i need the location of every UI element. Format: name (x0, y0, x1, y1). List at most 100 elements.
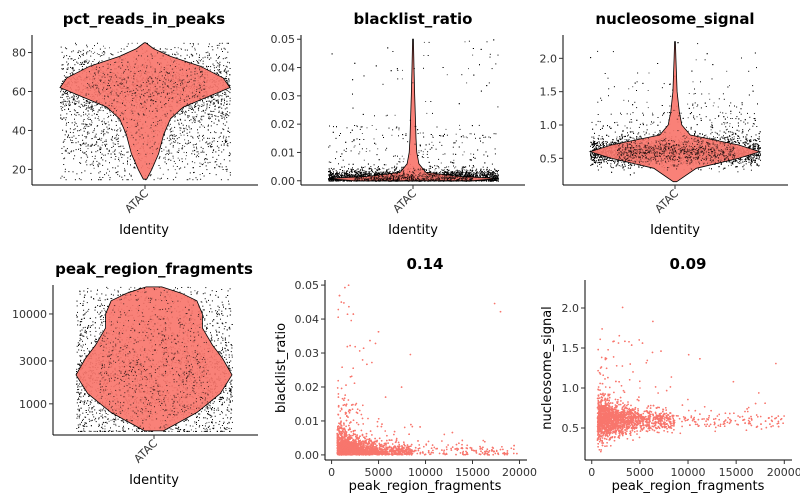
cell-point-overlay (140, 55, 142, 57)
cell-point (471, 167, 473, 169)
cell-point-overlay (201, 59, 202, 61)
cell-point (170, 128, 172, 130)
cell-point (176, 166, 178, 167)
cell-point-overlay (113, 143, 115, 145)
cell-point-overlay (89, 85, 91, 87)
cell-point-overlay (110, 93, 112, 95)
cell-point (91, 151, 92, 153)
cell-point (187, 142, 189, 144)
cell-point-overlay (203, 110, 205, 112)
cell-point (96, 113, 97, 115)
cell-point-overlay (142, 82, 144, 83)
cell-point (186, 152, 187, 154)
cell-point-overlay (174, 169, 176, 171)
cell-point-overlay (172, 165, 174, 167)
cell-point (65, 131, 67, 133)
cell-point (202, 173, 203, 174)
cell-point-overlay (165, 115, 167, 117)
cell-point-overlay (177, 93, 179, 95)
cell-point-overlay (172, 75, 174, 77)
cell-point-overlay (201, 71, 203, 73)
cell-point (70, 66, 71, 68)
cell-point-overlay (127, 87, 129, 89)
cell-point-overlay (146, 65, 148, 67)
cell-point-overlay (194, 77, 196, 79)
cell-point (188, 109, 190, 111)
cell-point-overlay (93, 108, 94, 110)
cell-point-overlay (150, 95, 152, 97)
cell-point-overlay (170, 131, 172, 133)
cell-point-overlay (160, 101, 161, 103)
cell-point-overlay (199, 85, 201, 87)
cell-point (172, 146, 174, 148)
cell-point (73, 99, 75, 101)
cell-point-overlay (90, 51, 92, 53)
cell-point (191, 106, 193, 108)
cell-point-overlay (109, 71, 111, 73)
cell-point-overlay (136, 84, 138, 86)
cell-point-overlay (134, 73, 136, 74)
cell-point-overlay (118, 157, 120, 159)
cell-point-overlay (163, 67, 165, 69)
cell-point (495, 133, 497, 135)
cell-point (66, 48, 68, 50)
cell-point (188, 142, 190, 144)
cell-point-overlay (173, 89, 175, 91)
cell-point (72, 67, 74, 68)
cell-point (97, 139, 99, 140)
cell-point-overlay (127, 69, 129, 71)
cell-point-overlay (155, 101, 156, 103)
cell-point-overlay (152, 122, 154, 123)
cell-point (382, 134, 384, 136)
cell-point (461, 74, 463, 76)
cell-point (208, 107, 210, 109)
cell-point (86, 164, 88, 166)
cell-point (79, 64, 81, 66)
cell-point (77, 97, 79, 99)
cell-point (194, 49, 196, 51)
cell-point (69, 97, 71, 99)
cell-point (168, 153, 169, 155)
cell-point (216, 62, 218, 64)
cell-point (214, 70, 215, 72)
cell-point (87, 63, 89, 64)
cell-point-overlay (194, 96, 196, 98)
cell-point (159, 156, 161, 158)
cell-point-overlay (117, 95, 119, 97)
cell-point-overlay (145, 70, 147, 72)
cell-point (81, 64, 82, 65)
cell-point (73, 135, 75, 137)
cell-point (482, 142, 484, 144)
cell-point-overlay (149, 96, 151, 98)
cell-point (224, 70, 226, 72)
cell-point (89, 50, 91, 52)
cell-point (63, 164, 65, 165)
cell-point (99, 48, 101, 50)
cell-point (96, 141, 98, 143)
cell-point (194, 149, 195, 151)
cell-point (163, 51, 165, 53)
cell-point-overlay (134, 159, 136, 161)
cell-point (224, 69, 226, 71)
cell-point (62, 129, 64, 131)
cell-point (69, 111, 71, 112)
cell-point-overlay (196, 73, 198, 75)
cell-point-overlay (171, 127, 173, 129)
cell-point-overlay (186, 99, 188, 101)
cell-point (110, 156, 112, 158)
cell-point (427, 157, 429, 158)
cell-point (162, 50, 164, 52)
cell-point (150, 174, 152, 176)
cell-point-overlay (115, 92, 117, 94)
cell-point-overlay (203, 95, 205, 97)
cell-point (117, 117, 119, 119)
cell-point (204, 112, 206, 114)
cell-point (72, 68, 74, 70)
cell-point (114, 150, 116, 152)
cell-point (88, 132, 90, 134)
cell-point (71, 122, 73, 124)
cell-point-overlay (117, 129, 119, 130)
cell-point (193, 119, 195, 121)
cell-point (219, 69, 220, 71)
cell-point-overlay (204, 77, 206, 79)
